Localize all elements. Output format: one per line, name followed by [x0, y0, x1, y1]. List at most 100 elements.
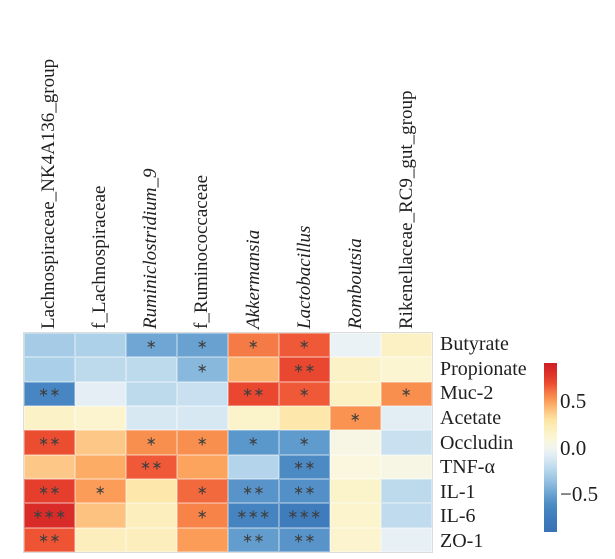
significance-stars: ∗∗∗ [32, 507, 67, 523]
heatmap-cell [381, 479, 432, 504]
heatmap-grid: ∗ ∗ ∗ ∗ ∗ ∗∗ ∗∗ ∗∗ ∗ ∗ ∗ ∗∗ ∗ ∗ ∗ ∗ ∗∗ ∗∗ ∗∗ ∗ ∗ ∗∗ ∗∗ ∗∗∗ ∗ ∗∗∗ ∗… [23, 332, 433, 553]
heatmap-cell [177, 527, 228, 552]
significance-stars: ∗∗ [38, 385, 61, 401]
heatmap-cell: ∗∗ [24, 381, 75, 406]
significance-stars: ∗ [247, 337, 260, 353]
significance-stars: ∗∗ [38, 434, 61, 450]
heatmap-cell [381, 357, 432, 382]
significance-stars: ∗∗ [293, 531, 316, 547]
heatmap-cell [279, 406, 330, 431]
heatmap-cell [75, 430, 126, 455]
colorbar-tick-label: 0.5 [560, 388, 587, 413]
significance-stars: ∗ [247, 434, 260, 450]
heatmap-cell [75, 527, 126, 552]
colorbar-tick-label: −0.5 [560, 482, 599, 507]
heatmap-cell: ∗∗ [279, 454, 330, 479]
row-label: ZO-1 [440, 529, 484, 552]
significance-stars: ∗ [298, 434, 311, 450]
heatmap-cell: ∗ [75, 479, 126, 504]
heatmap-cell [24, 357, 75, 382]
heatmap-cell [330, 430, 381, 455]
heatmap-cell [75, 357, 126, 382]
heatmap-cell: ∗∗ [24, 527, 75, 552]
heatmap-cell: ∗ [177, 479, 228, 504]
heatmap-cell [177, 381, 228, 406]
heatmap-cell: ∗ [126, 430, 177, 455]
heatmap-cell [75, 333, 126, 358]
heatmap-cell [381, 406, 432, 431]
significance-stars: ∗∗ [38, 483, 61, 499]
heatmap-cell [330, 357, 381, 382]
colorbar-gradient [544, 363, 557, 532]
significance-stars: ∗ [298, 337, 311, 353]
heatmap-cell: ∗∗ [279, 527, 330, 552]
heatmap-cell [381, 454, 432, 479]
row-label: IL-1 [440, 480, 476, 503]
heatmap-cell: ∗ [228, 430, 279, 455]
heatmap-cell: ∗∗ [279, 479, 330, 504]
significance-stars: ∗ [145, 337, 158, 353]
column-label: f_Ruminococcaceae [191, 174, 213, 329]
heatmap-cell [330, 333, 381, 358]
row-label: TNF-α [440, 456, 495, 479]
heatmap-cell [24, 454, 75, 479]
heatmap-cell: ∗ [126, 333, 177, 358]
significance-stars: ∗ [298, 385, 311, 401]
significance-stars: ∗∗ [293, 458, 316, 474]
heatmap-cell [126, 527, 177, 552]
row-label: Acetate [440, 406, 502, 429]
heatmap-cell [126, 381, 177, 406]
heatmap-cell [126, 479, 177, 504]
heatmap-cell [381, 503, 432, 528]
heatmap-cell: ∗∗ [228, 479, 279, 504]
heatmap-cell [381, 430, 432, 455]
heatmap-cell: ∗∗∗ [228, 503, 279, 528]
column-label: f_Lachnospiraceae [88, 185, 110, 329]
significance-stars: ∗ [196, 361, 209, 377]
heatmap-cell [24, 406, 75, 431]
row-label: IL-6 [440, 505, 476, 528]
heatmap-cell: ∗∗ [279, 357, 330, 382]
significance-stars: ∗∗ [140, 458, 163, 474]
column-label: Romboutsia [345, 238, 367, 329]
heatmap-cell [177, 406, 228, 431]
significance-stars: ∗∗ [242, 531, 265, 547]
heatmap-cell [75, 381, 126, 406]
significance-stars: ∗∗ [293, 483, 316, 499]
column-label: Akkermansia [242, 229, 264, 329]
significance-stars: ∗ [145, 434, 158, 450]
heatmap-cell: ∗ [177, 333, 228, 358]
heatmap-cell [330, 479, 381, 504]
heatmap-cell [75, 454, 126, 479]
heatmap-cell [75, 406, 126, 431]
significance-stars: ∗ [196, 483, 209, 499]
heatmap-cell [228, 357, 279, 382]
heatmap-cell [381, 333, 432, 358]
heatmap-cell [126, 406, 177, 431]
heatmap-cell [330, 454, 381, 479]
heatmap-cell [126, 503, 177, 528]
heatmap-cell: ∗ [177, 503, 228, 528]
significance-stars: ∗∗ [242, 483, 265, 499]
heatmap-cell [330, 527, 381, 552]
significance-stars: ∗∗∗ [287, 507, 322, 523]
heatmap-cell [330, 381, 381, 406]
heatmap-cell: ∗∗ [24, 430, 75, 455]
heatmap-cell: ∗∗∗ [24, 503, 75, 528]
significance-stars: ∗ [349, 410, 362, 426]
heatmap-cell [381, 527, 432, 552]
column-label: Rikenellaceae_RC9_gut_group [396, 90, 418, 330]
heatmap-cell [228, 454, 279, 479]
column-label: Lachnospiraceae_NK4A136_group [37, 58, 59, 329]
significance-stars: ∗ [196, 337, 209, 353]
significance-stars: ∗∗ [293, 361, 316, 377]
row-label: Occludin [440, 431, 514, 454]
significance-stars: ∗∗ [242, 385, 265, 401]
heatmap-cell [75, 503, 126, 528]
heatmap-cell: ∗ [279, 430, 330, 455]
heatmap-cell: ∗ [330, 406, 381, 431]
significance-stars: ∗∗∗ [236, 507, 271, 523]
row-label: Propionate [440, 357, 527, 380]
heatmap-cell: ∗∗ [126, 454, 177, 479]
